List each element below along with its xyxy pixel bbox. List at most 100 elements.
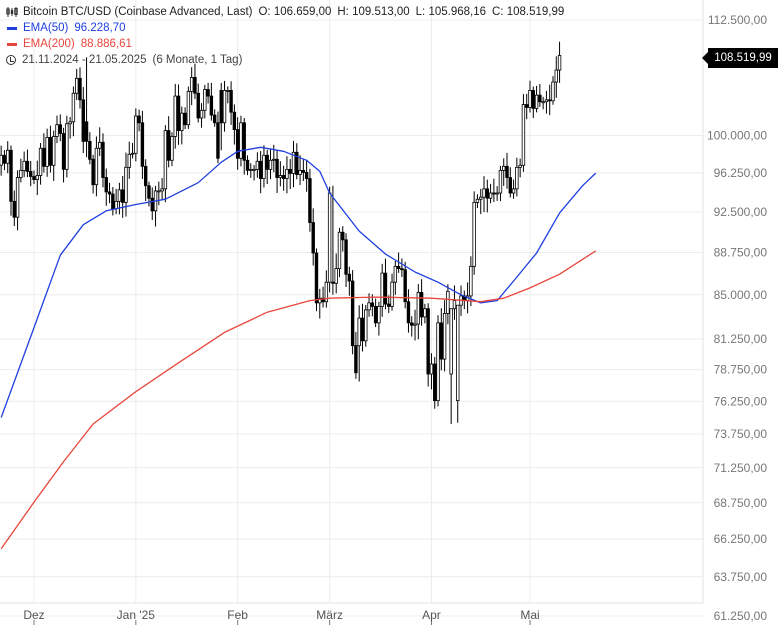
candle-body	[350, 280, 355, 347]
candle-body	[65, 123, 69, 170]
candle-body	[354, 345, 358, 374]
candle-body	[140, 122, 145, 167]
candle-body	[226, 90, 230, 92]
candle-body	[216, 122, 220, 159]
candle-body	[410, 322, 414, 326]
price-tick-label: 100.000,00	[707, 128, 767, 142]
candle-body	[373, 305, 378, 324]
legend-ema200-row[interactable]: EMA(200) 88.886,61	[6, 36, 570, 52]
ema50-label: EMA(50)	[23, 22, 69, 34]
candle-body	[186, 90, 191, 126]
candle-body	[101, 141, 105, 178]
candle-body	[143, 165, 148, 187]
candle-body	[32, 176, 36, 180]
range-period: (6 Monate, 1 Tag)	[152, 54, 243, 66]
candle-body	[25, 160, 30, 172]
candle-body	[413, 323, 417, 326]
candle-body	[71, 92, 76, 123]
candle-body	[206, 89, 210, 97]
candle-body	[511, 188, 516, 194]
candle-body	[245, 159, 250, 171]
candle-body	[495, 192, 499, 195]
candle-body	[390, 281, 394, 307]
price-tick-label: 112.500,00	[708, 13, 767, 27]
candle-body	[262, 154, 266, 179]
candle-body	[268, 159, 273, 170]
legend-instrument-name: Bitcoin BTC/USD (Coinbase Advanced, Last…	[23, 6, 253, 18]
candle-body	[272, 158, 276, 161]
candle-body	[193, 77, 197, 94]
candle-body	[488, 192, 493, 199]
candle-body	[229, 90, 233, 113]
candle-body	[160, 188, 164, 192]
legend-close-label: C:	[492, 6, 504, 18]
candle-body	[173, 95, 177, 137]
legend-ema50-row[interactable]: EMA(50) 96.228,70	[6, 20, 570, 36]
candle-body	[127, 153, 131, 168]
legend-range-row: 21.11.2024 - 21.05.2025 (6 Monate, 1 Tag…	[6, 52, 570, 68]
time-axis[interactable]: Dez Jan '25 Feb März Apr Mai	[23, 608, 540, 625]
range-dates: 21.11.2024 - 21.05.2025	[22, 54, 147, 66]
candle-body	[334, 268, 338, 284]
candle-body	[521, 104, 526, 166]
legend-instrument-row: Bitcoin BTC/USD (Coinbase Advanced, Last…	[6, 4, 570, 20]
time-tick-label: Dez	[23, 608, 44, 622]
candle-body	[367, 302, 371, 311]
price-tick-label: 92.500,00	[714, 205, 768, 219]
candle-body	[219, 90, 223, 124]
candle-body	[78, 77, 82, 101]
candle-body	[84, 121, 89, 142]
candle-body	[170, 136, 174, 161]
candle-body	[324, 281, 329, 303]
legend-low: L: 105.968,16	[416, 4, 486, 20]
candle-body	[538, 94, 542, 103]
ema50-line	[0, 146, 597, 418]
candle-body	[469, 265, 473, 297]
candle-body	[492, 192, 496, 195]
time-tick-label: Apr	[422, 608, 441, 622]
candle-body	[42, 147, 46, 167]
candle-body	[449, 308, 453, 375]
price-axis[interactable]: 112.500,00 100.000,00 96.250,00 92.500,00 88…	[707, 13, 767, 623]
candle-body	[209, 95, 214, 116]
candle-body	[327, 192, 332, 283]
candle-body	[541, 101, 545, 104]
candle-body	[180, 112, 184, 131]
candle-body	[35, 175, 39, 180]
candle-body	[557, 55, 562, 71]
candle-body	[15, 177, 20, 218]
price-tick-label: 88.750,00	[714, 245, 768, 259]
last-price-tag: 108.519,99	[702, 48, 778, 68]
candle-body	[88, 140, 92, 160]
candle-body	[278, 175, 283, 178]
candle-body	[61, 133, 66, 170]
price-tick-label: 73.750,00	[714, 427, 768, 441]
candle-body	[416, 292, 421, 325]
candle-body	[249, 168, 253, 171]
candle-body	[364, 309, 368, 342]
candle-body	[147, 185, 151, 199]
candle-body	[406, 301, 411, 324]
candle-body	[107, 191, 112, 195]
ema200-value: 88.886,61	[80, 38, 132, 50]
candle-body	[518, 164, 522, 168]
legend-open-value: 106.659,00	[273, 6, 332, 18]
candle-body	[400, 268, 404, 271]
candle-body	[531, 90, 535, 109]
candle-body	[9, 149, 13, 202]
candle-body	[75, 77, 79, 94]
candle-body	[429, 363, 434, 375]
time-tick-label: Mai	[520, 608, 539, 622]
legend-low-label: L:	[415, 6, 426, 18]
candle-body	[94, 147, 99, 186]
price-tick-label: 71.250,00	[714, 461, 768, 475]
candle-body	[433, 363, 437, 402]
candle-body	[58, 124, 62, 134]
candle-body	[212, 114, 217, 124]
candle-body	[117, 189, 122, 202]
candle-body	[311, 222, 315, 254]
candle-body	[482, 188, 486, 198]
candle-body	[222, 90, 227, 124]
price-tick-label: 96.250,00	[714, 166, 768, 180]
